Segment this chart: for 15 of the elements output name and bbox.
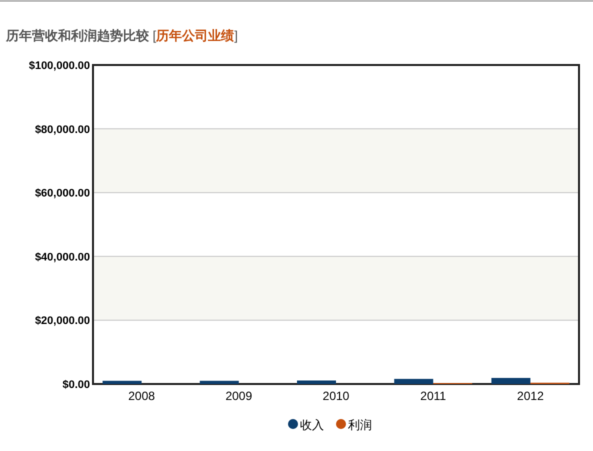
- legend-label: 利润: [348, 418, 372, 432]
- chart-title: 历年营收和利润趋势比较: [5, 28, 150, 43]
- x-tick-label: 2012: [517, 389, 544, 403]
- y-tick-label: $0.00: [62, 379, 90, 391]
- y-tick-label: $40,000.00: [34, 251, 90, 264]
- y-tick-label: $80,000.00: [34, 124, 90, 136]
- y-tick-label: $100,000.00: [28, 60, 90, 72]
- x-tick-label: 2010: [322, 389, 350, 403]
- y-tick-label: $60,000.00: [34, 188, 90, 200]
- x-tick-label: 2009: [225, 389, 252, 403]
- legend-label: 收入: [300, 418, 324, 432]
- chart-subtitle: [历年公司业绩]: [149, 28, 238, 43]
- y-tick-label: $20,000.00: [34, 315, 90, 328]
- x-tick-label: 2011: [420, 389, 446, 403]
- x-tick-label: 2008: [128, 389, 156, 403]
